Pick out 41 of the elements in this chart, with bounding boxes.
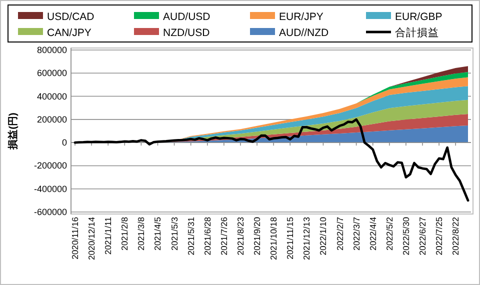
y-tick-label: 0 bbox=[62, 138, 67, 148]
x-tick-label: 2022/1/10 bbox=[318, 216, 328, 256]
y-tick-label: 200000 bbox=[36, 114, 67, 124]
x-tick-label: 2022/5/30 bbox=[400, 216, 411, 256]
x-tick-label: 2022/4/4 bbox=[368, 216, 378, 250]
y-tick-label: 600000 bbox=[36, 68, 67, 78]
x-tick-label: 2020/11/16 bbox=[70, 216, 80, 260]
x-tick-label: 2021/12/13 bbox=[302, 216, 312, 260]
x-tick-label: 2021/5/31 bbox=[186, 216, 196, 256]
x-tick-label: 2022/3/7 bbox=[351, 216, 362, 250]
x-tick-label: 2022/2/7 bbox=[334, 216, 345, 250]
x-tick-label: 2021/9/20 bbox=[252, 216, 262, 256]
y-tick-label: -600000 bbox=[34, 207, 67, 217]
x-tick-label: 2022/7/25 bbox=[434, 216, 444, 256]
x-tick-label: 2022/5/2 bbox=[384, 216, 394, 250]
x-tick-label: 2021/8/23 bbox=[235, 216, 246, 256]
y-tick-label: -200000 bbox=[34, 160, 67, 171]
x-tick-label: 2021/2/8 bbox=[120, 216, 130, 250]
x-tick-label: 2021/10/18 bbox=[268, 216, 279, 260]
x-tick-label: 2020/12/14 bbox=[86, 216, 97, 260]
x-tick-label: 2021/6/28 bbox=[202, 216, 212, 256]
y-tick-label: -400000 bbox=[34, 184, 67, 194]
legend-label: USD/CAD bbox=[47, 11, 95, 23]
legend-label: NZD/USD bbox=[163, 27, 210, 39]
x-tick-label: 2021/5/3 bbox=[169, 216, 180, 250]
legend-label: EUR/JPY bbox=[279, 11, 324, 23]
legend-label: CAN/JPY bbox=[47, 27, 92, 39]
y-axis-title: 損益(円) bbox=[7, 112, 19, 150]
legend-label: AUD//NZD bbox=[279, 27, 329, 39]
legend-label: EUR/GBP bbox=[395, 11, 442, 23]
x-tick-label: 2021/3/8 bbox=[136, 216, 146, 250]
y-tick-label: 800000 bbox=[36, 45, 67, 55]
y-tick-label: 400000 bbox=[36, 91, 67, 102]
x-tick-label: 2022/6/27 bbox=[417, 216, 428, 256]
x-tick-label: 2022/8/22 bbox=[450, 216, 461, 256]
legend-label: AUD/USD bbox=[163, 11, 211, 23]
x-tick-label: 2021/11/15 bbox=[285, 216, 296, 260]
x-tick-label: 2021/4/5 bbox=[152, 216, 163, 250]
x-tick-label: 2021/7/26 bbox=[218, 216, 229, 256]
legend-label: 合計損益 bbox=[395, 26, 439, 39]
x-tick-label: 2021/1/11 bbox=[103, 216, 114, 255]
